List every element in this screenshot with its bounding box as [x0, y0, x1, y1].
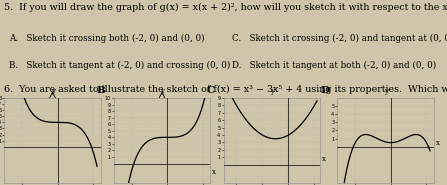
Text: x: x — [212, 168, 216, 176]
Text: C: C — [206, 86, 214, 95]
Text: y: y — [160, 87, 164, 95]
Text: B.   Sketch it tangent at (-2, 0) and crossing (0, 0): B. Sketch it tangent at (-2, 0) and cros… — [9, 61, 230, 70]
Text: D.   Sketch it tangent at both (-2, 0) and (0, 0): D. Sketch it tangent at both (-2, 0) and… — [232, 61, 437, 70]
Text: y: y — [384, 87, 388, 95]
Text: your sketch?: your sketch? — [4, 108, 81, 117]
Text: 6.  You are asked to illustrate the sketch of f(x) = x³ − 3x⁵ + 4 using its prop: 6. You are asked to illustrate the sketc… — [4, 85, 447, 94]
Text: y: y — [51, 87, 55, 95]
Text: D: D — [320, 86, 329, 95]
Text: x: x — [321, 155, 325, 163]
Text: x: x — [435, 139, 439, 147]
Text: A.   Sketch it crossing both (-2, 0) and (0, 0): A. Sketch it crossing both (-2, 0) and (… — [9, 34, 205, 43]
Text: B: B — [97, 86, 105, 95]
Text: y: y — [270, 87, 274, 95]
Text: 5.  If you will draw the graph of g(x) = x(x + 2)², how will you sketch it with : 5. If you will draw the graph of g(x) = … — [4, 3, 447, 12]
Text: C.   Sketch it crossing (-2, 0) and tangent at (0, 0): C. Sketch it crossing (-2, 0) and tangen… — [232, 34, 447, 43]
